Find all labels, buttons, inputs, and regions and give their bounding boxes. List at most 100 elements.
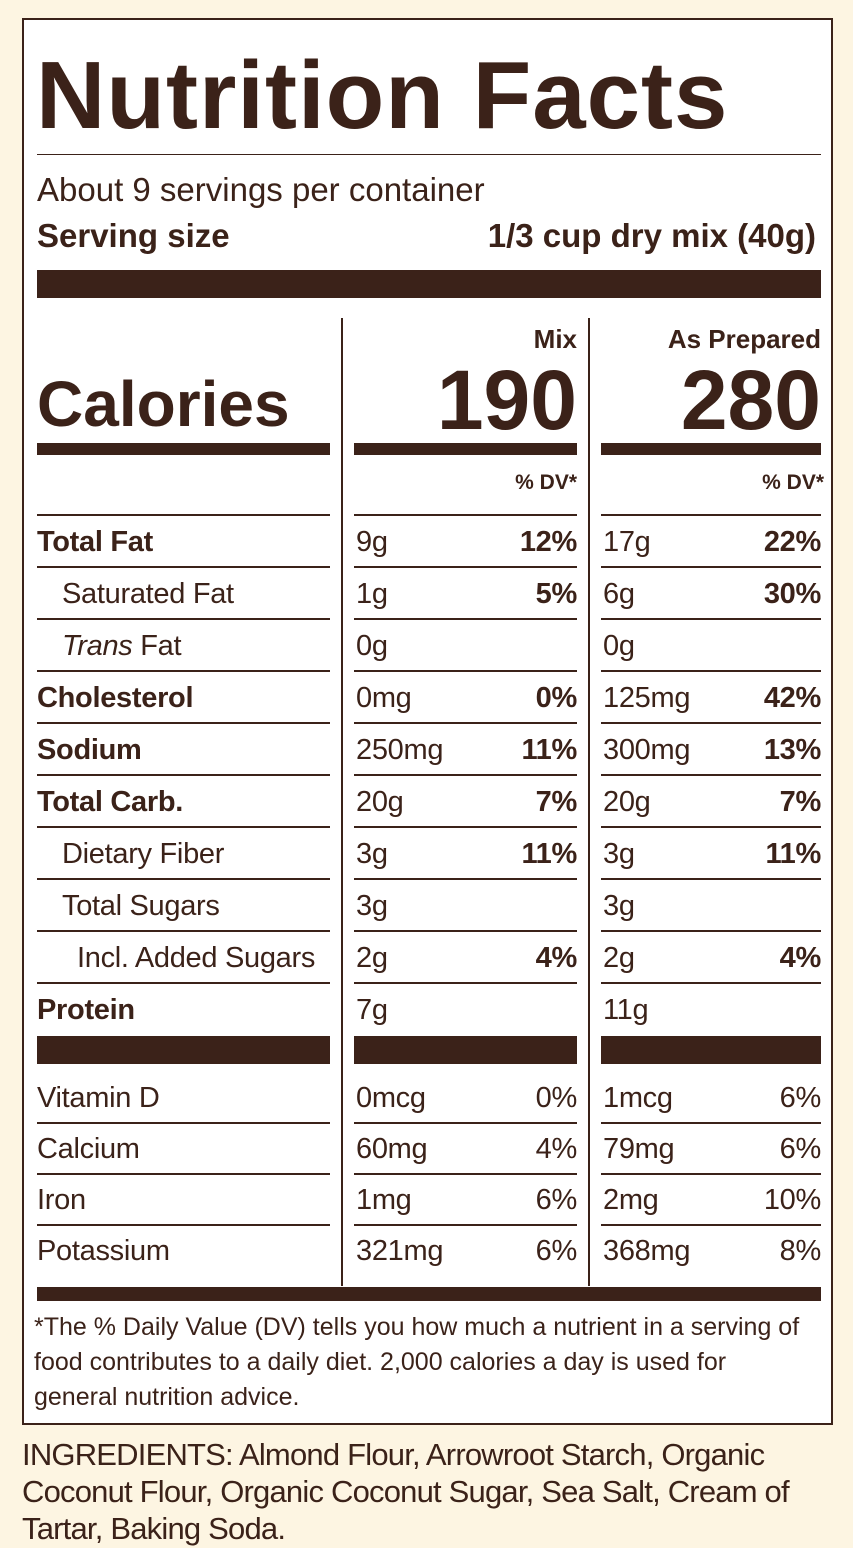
rule (37, 930, 330, 932)
amount: 300mg (603, 734, 691, 766)
daily-value: 8% (779, 1235, 822, 1267)
amount: 20g (603, 786, 651, 818)
amount: 2g (356, 942, 388, 974)
rule (354, 722, 577, 724)
rule (601, 1173, 821, 1175)
thick-bar (37, 270, 821, 298)
nutrient-name: Cholesterol (37, 682, 194, 714)
footnote: *The % Daily Value (DV) tells you how mu… (34, 1313, 800, 1411)
amount: 0mg (356, 682, 412, 714)
nutrition-panel (22, 18, 833, 1425)
daily-value: 13% (763, 734, 821, 766)
daily-value: 6% (535, 1235, 578, 1267)
thick-bar (37, 1287, 821, 1301)
thick-bar (354, 1036, 577, 1064)
amount: 3g (356, 838, 388, 870)
daily-value: 11% (521, 838, 577, 870)
daily-value: 7% (779, 786, 822, 818)
rule (37, 670, 330, 672)
rule (601, 878, 821, 880)
vitamin-name: Calcium (37, 1133, 140, 1165)
nutrient-name: Sodium (37, 734, 142, 766)
daily-value: 7% (535, 786, 578, 818)
column-divider (588, 318, 590, 1286)
thick-bar (601, 443, 821, 455)
serving-size-value: 1/3 cup dry mix (40g) (487, 217, 816, 254)
amount: 0mcg (356, 1082, 426, 1114)
rule (37, 1173, 330, 1175)
calories-value: 190 (436, 353, 577, 447)
amount: 7g (356, 994, 388, 1026)
amount: 6g (603, 578, 635, 610)
daily-value: 6% (779, 1133, 822, 1165)
amount: 1mg (356, 1184, 412, 1216)
daily-value: 6% (779, 1082, 822, 1114)
rule (37, 1224, 330, 1226)
rule (601, 1122, 821, 1124)
daily-value: 10% (763, 1184, 821, 1216)
rule (601, 566, 821, 568)
rule (37, 514, 330, 516)
amount: 0g (603, 630, 635, 662)
rule (354, 670, 577, 672)
rule (601, 1224, 821, 1226)
amount: 2g (603, 942, 635, 974)
rule (354, 566, 577, 568)
amount: 2mg (603, 1184, 659, 1216)
rule (354, 774, 577, 776)
rule (601, 930, 821, 932)
thick-bar (37, 443, 330, 455)
amount: 9g (356, 526, 388, 558)
amount: 0g (356, 630, 388, 662)
rule (354, 1122, 577, 1124)
dv-header: % DV* (515, 471, 577, 494)
daily-value: 11% (765, 838, 821, 870)
vitamin-name: Vitamin D (37, 1082, 160, 1114)
daily-value: 12% (519, 526, 577, 558)
daily-value: 6% (535, 1184, 578, 1216)
rule (37, 154, 821, 155)
rule (601, 722, 821, 724)
dv-header: % DV* (762, 471, 824, 494)
rule (37, 566, 330, 568)
daily-value: 11% (521, 734, 577, 766)
serving-size-label: Serving size (37, 217, 230, 254)
amount: 17g (603, 526, 651, 558)
daily-value: 30% (763, 578, 821, 610)
daily-value: 5% (535, 578, 578, 610)
nutrient-name: Total Sugars (62, 890, 220, 922)
amount: 20g (356, 786, 404, 818)
amount: 11g (603, 994, 649, 1026)
nutrient-name: Dietary Fiber (62, 838, 225, 870)
thick-bar (37, 1036, 330, 1064)
rule (37, 826, 330, 828)
daily-value: 42% (763, 682, 821, 714)
title: Nutrition Facts (36, 42, 729, 149)
daily-value: 4% (535, 1133, 578, 1165)
column-name: Mix (533, 324, 577, 354)
nutrient-name-italic: Trans (62, 630, 133, 662)
amount: 368mg (603, 1235, 691, 1267)
rule (601, 774, 821, 776)
nutrient-name: Trans Fat (62, 620, 182, 672)
calories-label: Calories (37, 368, 290, 440)
amount: 1g (356, 578, 388, 610)
rule (37, 722, 330, 724)
column-divider (341, 318, 343, 1286)
thick-bar (601, 1036, 821, 1064)
rule (601, 826, 821, 828)
nutrient-name: Saturated Fat (62, 578, 234, 610)
daily-value: 0% (535, 1082, 578, 1114)
amount: 60mg (356, 1133, 428, 1165)
rule (37, 774, 330, 776)
rule (354, 618, 577, 620)
rule (601, 514, 821, 516)
rule (601, 982, 821, 984)
rule (37, 618, 330, 620)
vitamin-name: Potassium (37, 1235, 170, 1267)
amount: 3g (603, 890, 635, 922)
rule (601, 670, 821, 672)
nutrient-name: Incl. Added Sugars (77, 942, 316, 974)
rule (37, 878, 330, 880)
